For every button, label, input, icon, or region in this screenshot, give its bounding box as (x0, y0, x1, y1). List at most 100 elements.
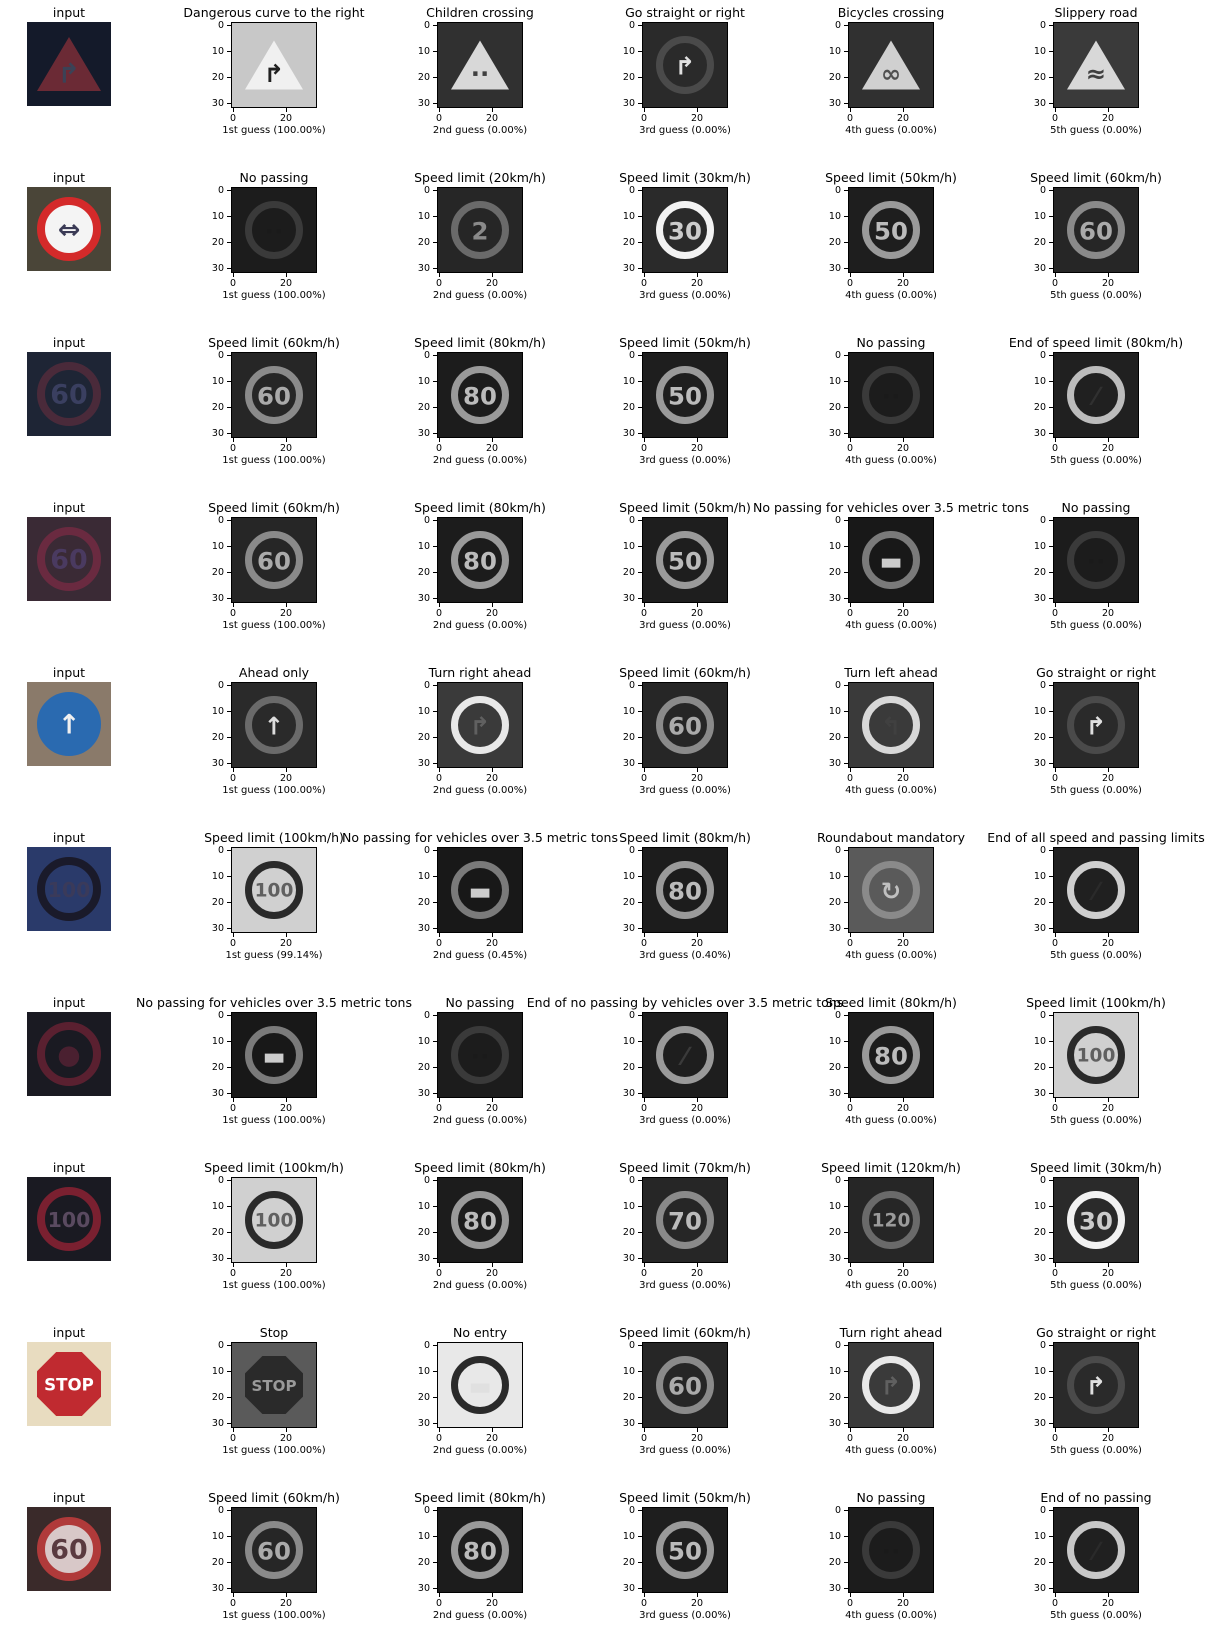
sign-drawing: ▬ (862, 531, 920, 589)
circle-sign-icon (1067, 861, 1125, 919)
circle-sign-icon (37, 197, 101, 261)
y-tick-mark (844, 1093, 848, 1094)
y-tick-label: 10 (828, 1201, 841, 1212)
y-tick-mark (227, 1536, 231, 1537)
guess-caption: 3rd guess (0.00%) (639, 620, 731, 631)
x-tick-mark (233, 933, 234, 937)
guess-title: Speed limit (60km/h) (208, 335, 340, 350)
y-tick-mark (1049, 1232, 1053, 1233)
guess-caption: 2nd guess (0.00%) (432, 785, 528, 796)
input-title: input (52, 335, 86, 350)
y-tick-mark (638, 1206, 642, 1207)
x-tick-label: 0 (846, 608, 854, 619)
x-tick-mark (286, 1263, 287, 1267)
sign-symbol: 60 (257, 546, 291, 576)
guess-image: ⁄ (642, 1012, 728, 1098)
sign-symbol: 2 (471, 216, 489, 246)
sign-symbol: 100 (254, 880, 294, 902)
sign-drawing: ·· (862, 1521, 920, 1579)
x-tick-label: 20 (279, 938, 293, 949)
guess-image: 60 (642, 1342, 728, 1428)
guess-title: No passing (856, 335, 926, 350)
input-image: ↑ (27, 682, 111, 766)
sign-drawing: 30 (1067, 1191, 1125, 1249)
sign-symbol: 60 (1079, 216, 1113, 246)
input-title: input (52, 665, 86, 680)
circle-sign-icon (1067, 366, 1125, 424)
y-tick-label: 20 (828, 237, 841, 248)
sign-drawing: 60 (656, 1356, 714, 1414)
y-tick-mark (638, 103, 642, 104)
y-tick-label: 0 (423, 20, 430, 31)
guess-caption: 4th guess (0.00%) (845, 620, 937, 631)
x-tick-label: 0 (846, 1268, 854, 1279)
y-tick-mark (1049, 711, 1053, 712)
y-tick-mark (433, 1536, 437, 1537)
sign-drawing: 80 (656, 861, 714, 919)
x-tick-label: 20 (485, 608, 499, 619)
y-tick-label: 10 (828, 46, 841, 57)
y-tick-mark (844, 1258, 848, 1259)
x-tick-label: 0 (846, 773, 854, 784)
x-tick-label: 20 (1101, 113, 1115, 124)
y-tick-label: 20 (211, 1227, 224, 1238)
y-tick-mark (844, 928, 848, 929)
sign-symbol: 120 (871, 1210, 911, 1232)
y-tick-label: 30 (828, 593, 841, 604)
sign-drawing: 50 (656, 366, 714, 424)
x-tick-mark (850, 603, 851, 607)
y-tick-mark (227, 876, 231, 877)
x-tick-mark (286, 1098, 287, 1102)
x-tick-mark (492, 603, 493, 607)
guess-caption: 3rd guess (0.00%) (639, 290, 731, 301)
x-tick-mark (644, 108, 645, 112)
y-tick-label: 30 (622, 98, 635, 109)
y-tick-label: 0 (1039, 1175, 1046, 1186)
y-tick-label: 30 (622, 263, 635, 274)
circle-sign-icon (451, 1026, 509, 1084)
guess-image: ↑ (231, 682, 317, 768)
sign-symbol: 50 (874, 216, 908, 246)
sign-drawing: ·· (451, 1026, 509, 1084)
x-tick-label: 0 (229, 608, 237, 619)
sign-symbol: 60 (668, 711, 702, 741)
y-tick-label: 30 (1033, 923, 1046, 934)
y-tick-mark (1049, 1067, 1053, 1068)
sign-symbol: ▬ (468, 1371, 492, 1401)
guess-title: Speed limit (60km/h) (208, 500, 340, 515)
sign-drawing: 2 (451, 201, 509, 259)
guess-caption: 5th guess (0.00%) (1050, 620, 1142, 631)
y-tick-label: 20 (828, 402, 841, 413)
x-tick-mark (1055, 273, 1056, 277)
sign-drawing: 50 (656, 1521, 714, 1579)
x-tick-label: 0 (1051, 1103, 1059, 1114)
y-tick-mark (844, 1510, 848, 1511)
sign-symbol: 60 (668, 1371, 702, 1401)
x-tick-mark (850, 1428, 851, 1432)
y-tick-mark (844, 433, 848, 434)
sign-drawing: 80 (451, 531, 509, 589)
guess-image: 50 (642, 352, 728, 438)
guess-image: STOP (231, 1342, 317, 1428)
y-tick-mark (638, 216, 642, 217)
x-tick-label: 20 (1101, 1433, 1115, 1444)
y-tick-label: 20 (1033, 1557, 1046, 1568)
y-tick-mark (227, 268, 231, 269)
y-tick-label: 0 (834, 845, 841, 856)
x-tick-mark (1055, 108, 1056, 112)
y-tick-mark (433, 1093, 437, 1094)
x-tick-mark (644, 1428, 645, 1432)
guess-image: ▬ (437, 847, 523, 933)
x-tick-label: 20 (690, 938, 704, 949)
x-tick-label: 20 (690, 443, 704, 454)
circle-sign-icon (245, 1026, 303, 1084)
circle-sign-icon (862, 201, 920, 259)
y-tick-label: 0 (217, 185, 224, 196)
guess-title: No passing (856, 1490, 926, 1505)
y-tick-mark (433, 77, 437, 78)
x-tick-mark (1055, 603, 1056, 607)
y-tick-label: 20 (417, 567, 430, 578)
x-tick-mark (644, 933, 645, 937)
sign-drawing: 100 (245, 1191, 303, 1249)
guess-title: No passing (239, 170, 309, 185)
